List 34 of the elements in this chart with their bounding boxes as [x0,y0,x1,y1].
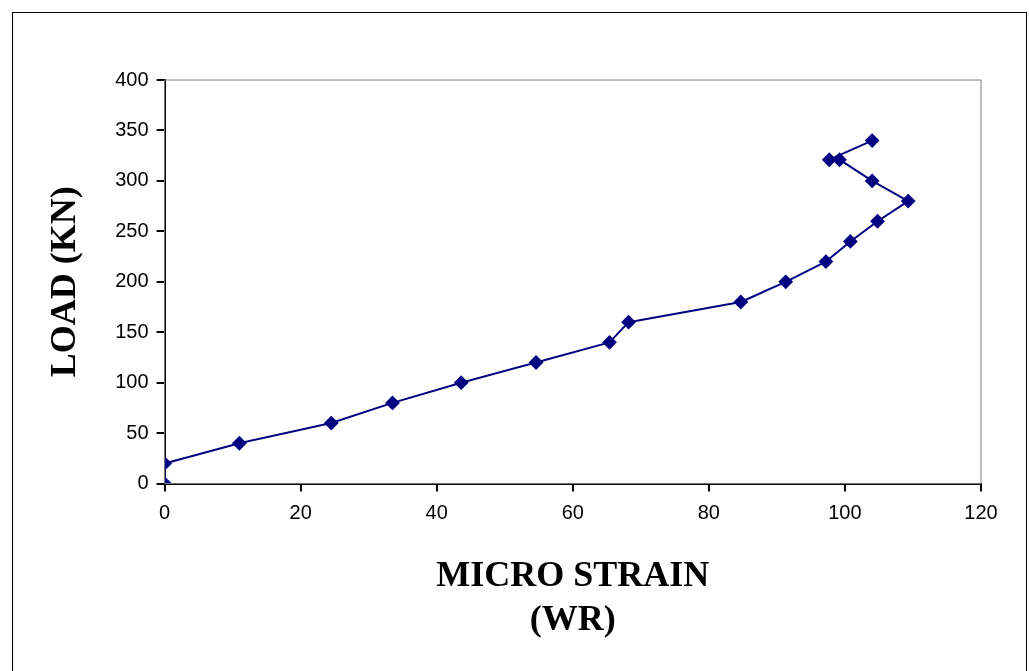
point [870,214,885,229]
point [529,355,544,370]
y-tick-label: 300 [115,168,149,191]
x-tick-label: 100 [828,501,862,524]
y-tick-label: 100 [115,370,149,393]
point [324,416,339,431]
point [385,395,400,410]
x-tick-label: 0 [159,501,171,524]
point [901,194,916,209]
point [822,152,837,167]
point [818,254,833,269]
x-tick-label: 60 [561,501,584,524]
point [778,274,793,289]
y-tick-label: 150 [115,319,149,342]
point [865,173,880,188]
y-tick-label: 400 [115,67,149,90]
y-tick-label: 50 [126,420,149,443]
x-tick-label: 20 [289,501,312,524]
x-tick-label: 80 [697,501,720,524]
y-tick-label: 250 [115,218,149,241]
x-tick-label: 40 [425,501,448,524]
point [733,294,748,309]
point [454,375,469,390]
x-axis-title: MICRO STRAIN (WR) [436,554,710,638]
y-tick-label: 200 [115,269,149,292]
x-tick-label: 120 [964,501,998,524]
y-tick-label: 350 [115,117,149,140]
point [232,436,247,451]
point [602,335,617,350]
point [843,234,858,249]
y-axis-title: LOAD (KN) [42,186,83,378]
point [865,133,880,148]
point [621,315,636,330]
y-tick-label: 0 [137,471,149,494]
